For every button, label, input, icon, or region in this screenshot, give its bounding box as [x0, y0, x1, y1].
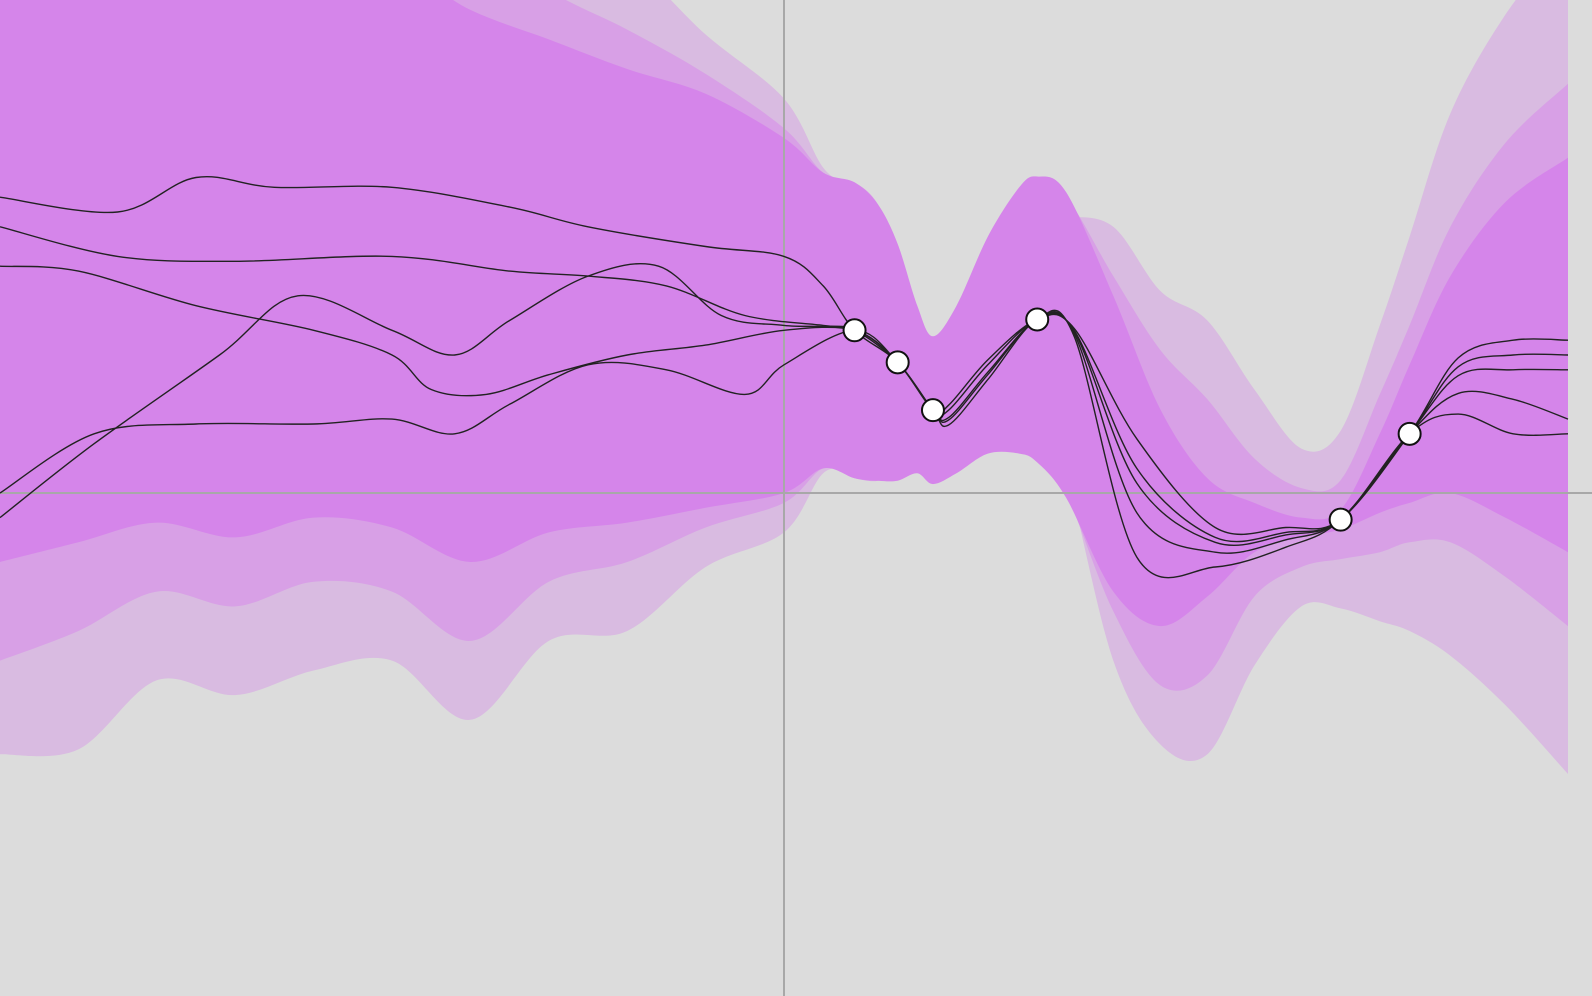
observation-point[interactable] — [920, 398, 945, 423]
observation-point[interactable] — [842, 318, 867, 343]
observation-point[interactable] — [1328, 507, 1353, 532]
observation-point[interactable] — [1397, 421, 1422, 446]
observation-point[interactable] — [1025, 307, 1050, 332]
observation-point[interactable] — [885, 350, 910, 375]
observation-points — [842, 307, 1422, 532]
